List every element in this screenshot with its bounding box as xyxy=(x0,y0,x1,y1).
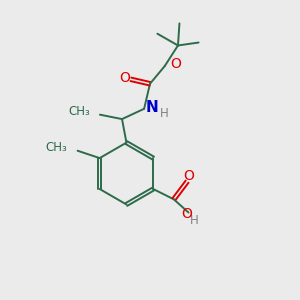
Text: O: O xyxy=(183,169,194,183)
Text: O: O xyxy=(119,71,130,85)
Text: O: O xyxy=(170,57,181,71)
Text: N: N xyxy=(146,100,158,115)
Text: H: H xyxy=(159,107,168,120)
Text: O: O xyxy=(182,207,193,221)
Text: H: H xyxy=(190,214,198,227)
Text: CH₃: CH₃ xyxy=(68,105,90,118)
Text: CH₃: CH₃ xyxy=(46,141,67,154)
